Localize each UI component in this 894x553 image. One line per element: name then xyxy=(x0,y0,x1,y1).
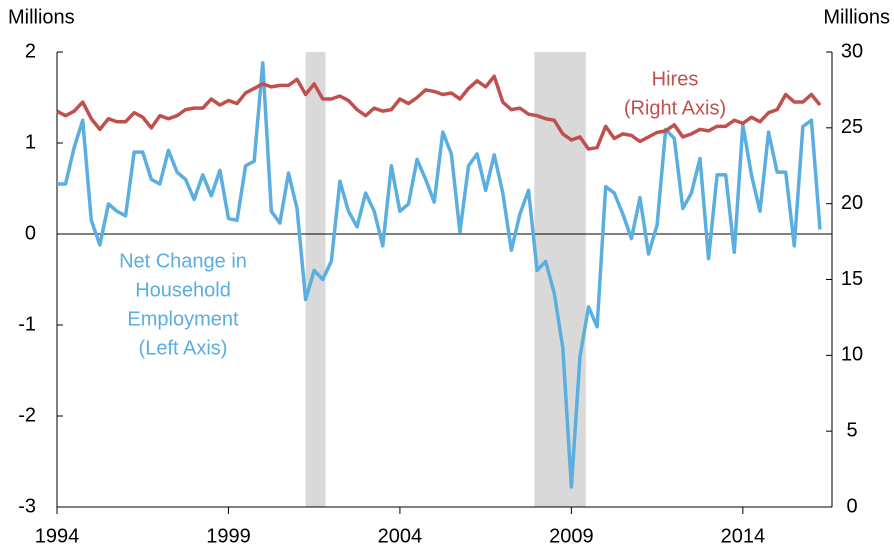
recession-band xyxy=(534,52,586,507)
y2-tick-label: 10 xyxy=(841,344,863,366)
y2-tick-label: 25 xyxy=(841,116,863,138)
y-tick-label: -2 xyxy=(18,404,36,426)
y-tick-label: 0 xyxy=(25,222,36,244)
series-label: Employment xyxy=(127,308,239,330)
series-line xyxy=(57,61,822,489)
series-label: Net Change in xyxy=(119,250,247,272)
series-label: (Left Axis) xyxy=(139,337,228,359)
x-tick-label: 2004 xyxy=(378,525,423,547)
y2-tick-label: 5 xyxy=(846,419,857,441)
series-label: (Right Axis) xyxy=(624,97,726,119)
y2-tick-label: 20 xyxy=(841,192,863,214)
y-tick-label: 1 xyxy=(25,131,36,153)
series-label: Hires xyxy=(652,68,699,90)
y-unit-right: Millions xyxy=(823,6,890,28)
x-tick-label: 1994 xyxy=(35,525,80,547)
y-tick-label: -3 xyxy=(18,495,36,517)
y-tick-label: -1 xyxy=(18,313,36,335)
x-tick-label: 2014 xyxy=(721,525,766,547)
x-tick-label: 1999 xyxy=(206,525,251,547)
y-unit-left: Millions xyxy=(8,6,75,28)
series-label: Household xyxy=(135,279,231,301)
y-tick-label: 2 xyxy=(25,40,36,62)
recession-band xyxy=(305,52,326,507)
series-line xyxy=(56,74,822,151)
y2-tick-label: 0 xyxy=(846,495,857,517)
y2-tick-label: 30 xyxy=(841,40,863,62)
y2-tick-label: 15 xyxy=(841,268,863,290)
x-tick-label: 2009 xyxy=(549,525,594,547)
